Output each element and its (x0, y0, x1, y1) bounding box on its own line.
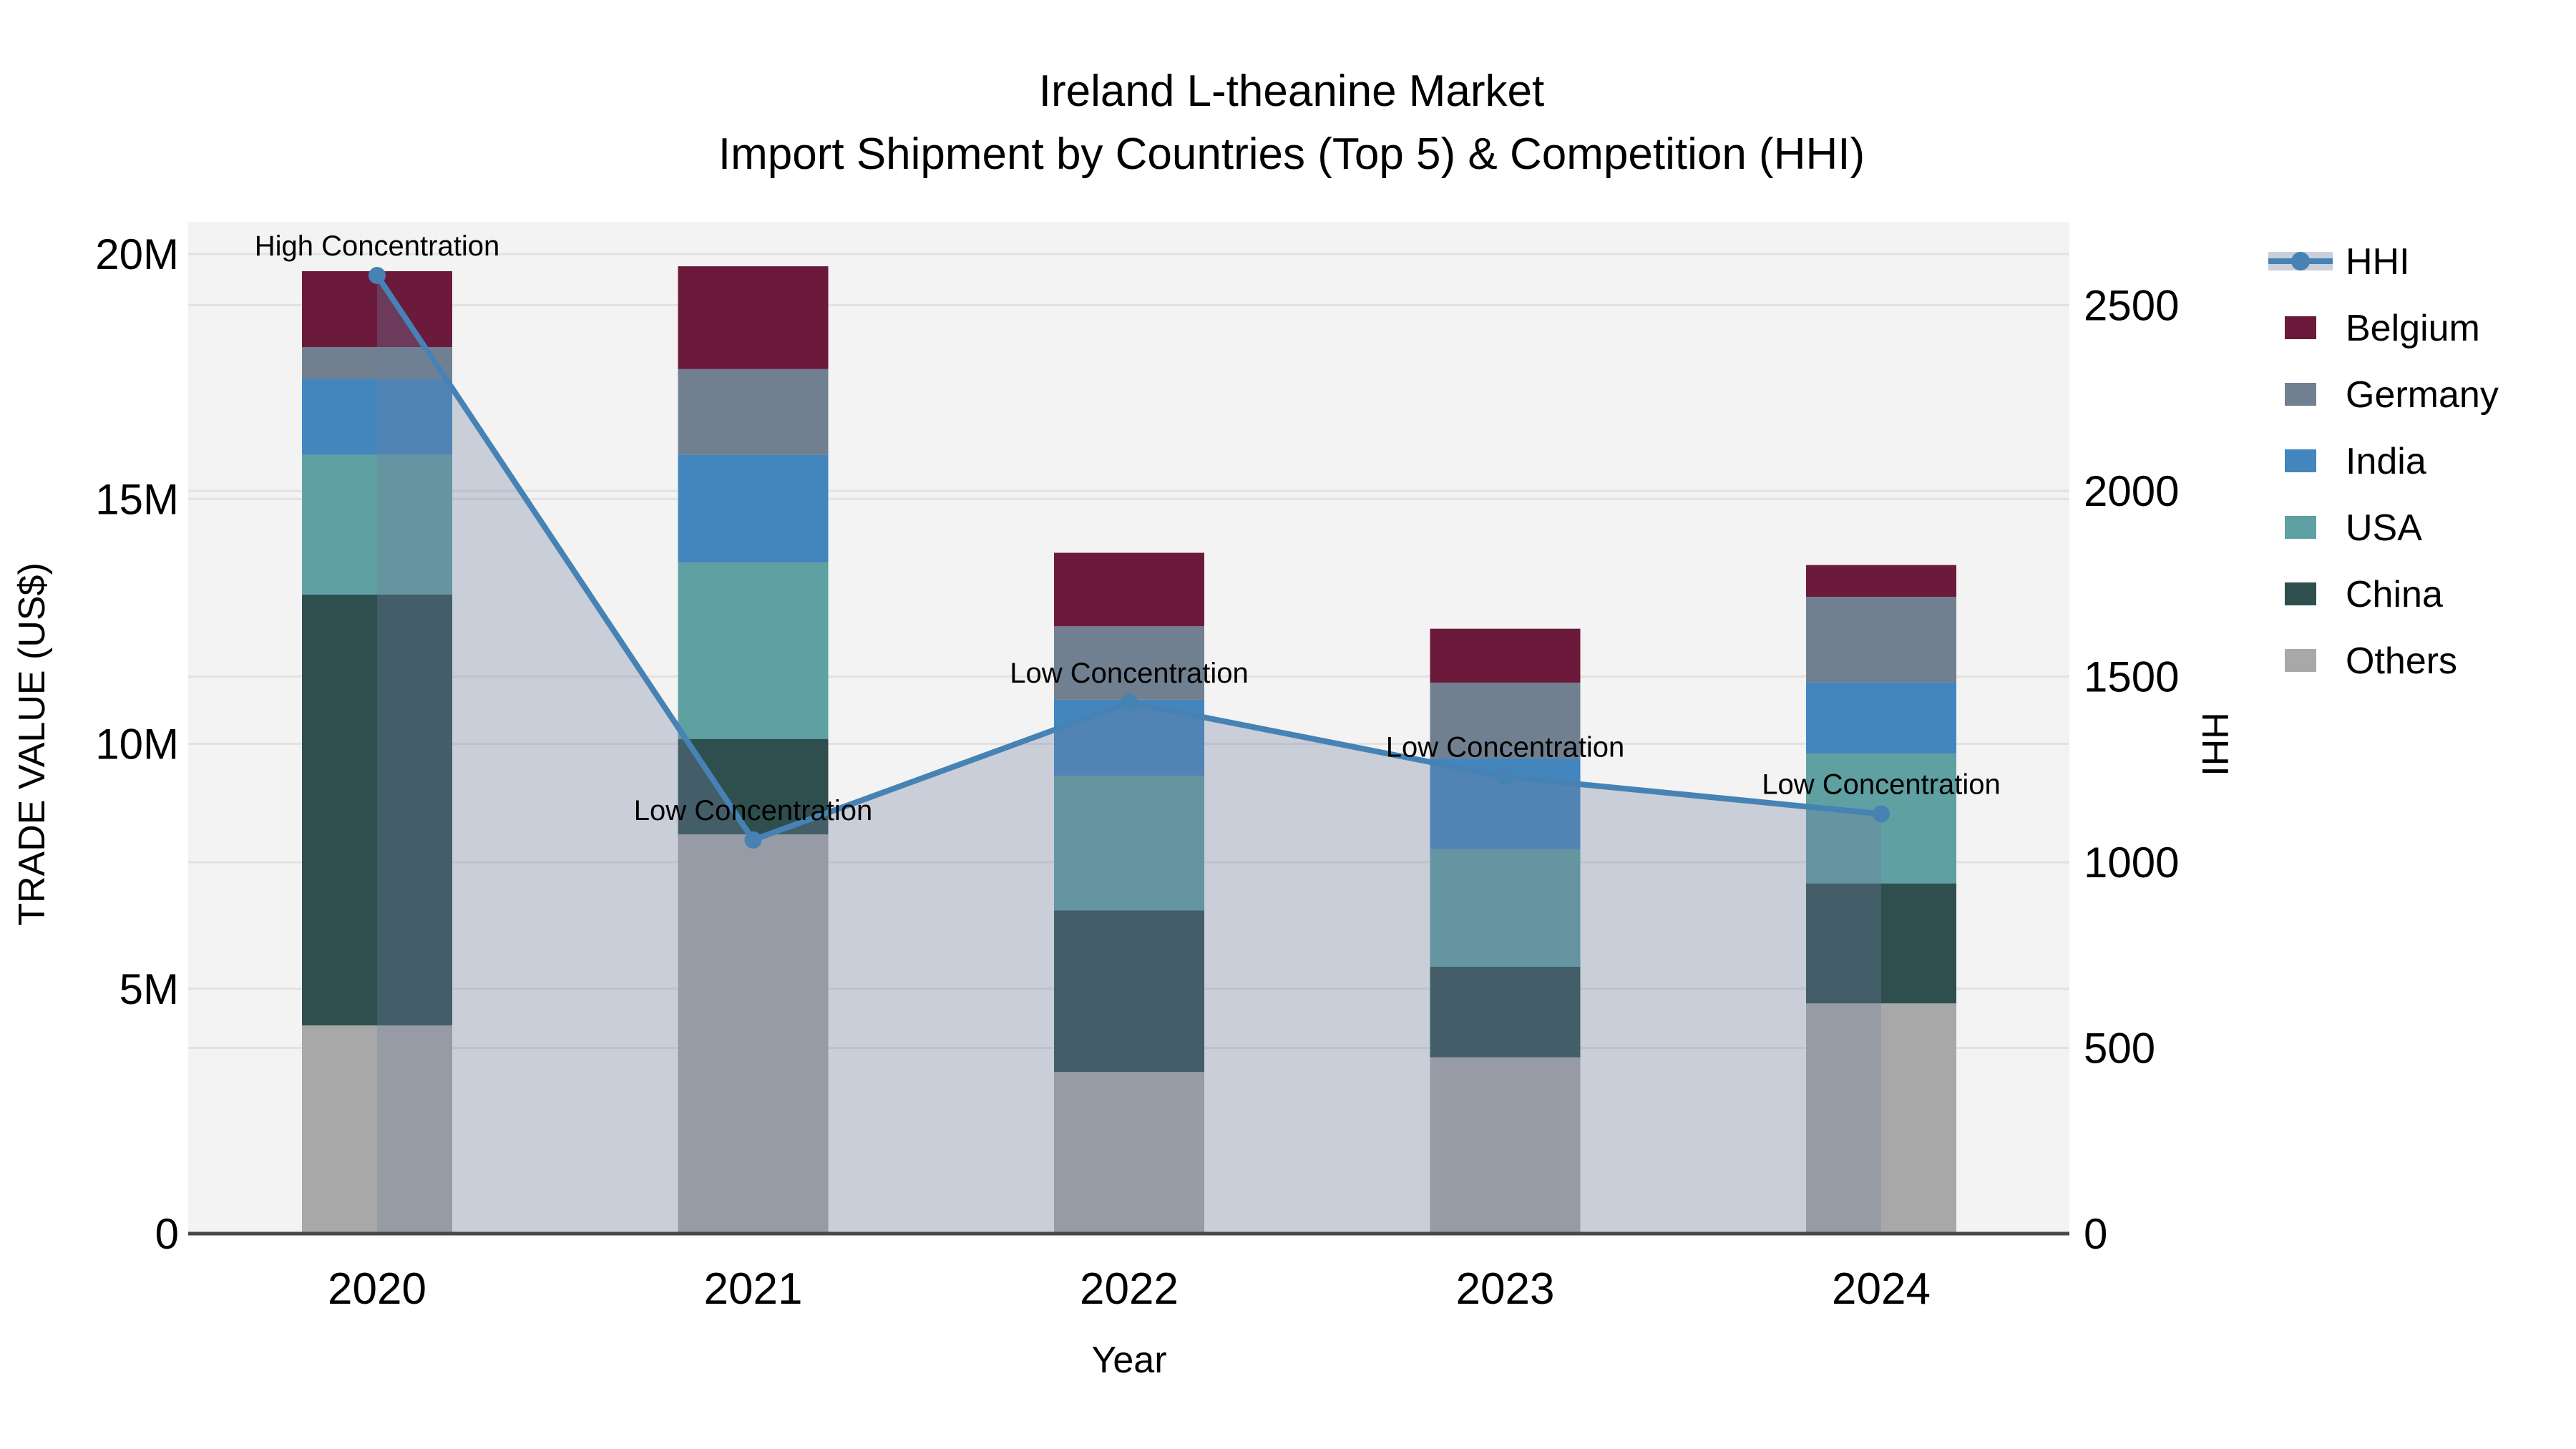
bar-segment-2024-others[interactable] (1806, 1003, 1956, 1234)
legend-label-germany: Germany (2346, 374, 2499, 416)
legend-item-china[interactable]: China (2285, 574, 2443, 615)
x-axis-title: Year (1091, 1340, 1166, 1381)
legend-swatch-india (2285, 449, 2316, 472)
legend-label-india: India (2346, 441, 2426, 482)
y-left-tick-20M: 20M (95, 230, 179, 278)
y-right-tick-2500: 2500 (2084, 282, 2179, 330)
y-right-tick-500: 500 (2084, 1025, 2155, 1073)
x-tick-2021: 2021 (704, 1264, 803, 1314)
annotation-2021: Low Concentration (634, 795, 873, 826)
legend-swatch-germany (2285, 383, 2316, 406)
annotation-2020: High Concentration (255, 230, 499, 262)
bar-segment-2021-usa[interactable] (678, 562, 829, 739)
bar-segment-2024-china[interactable] (1806, 883, 1956, 1004)
bar-segment-2021-belgium[interactable] (678, 266, 829, 369)
annotation-2023: Low Concentration (1386, 732, 1625, 763)
axes-group: 0 5M 10M 15M 20M 0 500 1000 1500 2000 2500 2020 2021… (95, 230, 2179, 1314)
x-tick-2023: 2023 (1456, 1264, 1555, 1314)
y-left-tick-10M: 10M (95, 721, 179, 769)
legend-item-india[interactable]: India (2285, 441, 2426, 482)
bar-segment-2020-usa[interactable] (302, 454, 452, 595)
y-left-tick-0: 0 (155, 1210, 179, 1258)
bar-segment-2022-others[interactable] (1054, 1072, 1204, 1234)
annotations-group: High Concentration Low Concentration Low C… (255, 230, 2001, 826)
legend: HHI Belgium Germany India USA China Others (2268, 241, 2499, 682)
annotation-2022: Low Concentration (1010, 658, 1249, 689)
bar-segment-2021-china[interactable] (678, 738, 829, 835)
bar-segment-2020-china[interactable] (302, 594, 452, 1026)
hhi-area-fill (377, 275, 1881, 1234)
bar-segment-2022-usa[interactable] (1054, 775, 1204, 911)
y-right-tick-2000: 2000 (2084, 467, 2179, 515)
bar-segment-2023-others[interactable] (1430, 1057, 1581, 1234)
legend-swatch-others (2285, 649, 2316, 672)
hhi-marker-2021[interactable] (744, 831, 762, 849)
legend-swatch-china (2285, 582, 2316, 605)
legend-label-belgium: Belgium (2346, 308, 2480, 349)
legend-swatch-usa (2285, 516, 2316, 539)
legend-hhi-marker (2291, 252, 2310, 270)
hhi-line-group (369, 266, 1890, 1234)
bar-segment-2022-germany[interactable] (1054, 626, 1204, 700)
hhi-marker-2022[interactable] (1121, 693, 1138, 711)
bar-segment-2022-belgium[interactable] (1054, 552, 1204, 627)
y-left-tick-15M: 15M (95, 475, 179, 523)
bar-segment-2024-germany[interactable] (1806, 597, 1956, 683)
bar-segment-2021-india[interactable] (678, 454, 829, 563)
x-tick-2024: 2024 (1832, 1264, 1931, 1314)
legend-item-hhi[interactable]: HHI (2268, 241, 2410, 283)
legend-label-china: China (2346, 574, 2443, 615)
bar-segment-2020-others[interactable] (302, 1025, 452, 1234)
chart-title: Ireland L-theanine Market (1039, 67, 1545, 116)
legend-item-germany[interactable]: Germany (2285, 374, 2499, 416)
legend-item-usa[interactable]: USA (2285, 507, 2422, 549)
y-right-axis-title: HHI (2194, 712, 2235, 776)
bar-segment-2023-germany[interactable] (1430, 682, 1581, 759)
y-right-tick-1000: 1000 (2084, 839, 2179, 887)
bar-segment-2021-germany[interactable] (678, 369, 829, 455)
hhi-marker-2020[interactable] (369, 266, 386, 284)
x-tick-2020: 2020 (328, 1264, 426, 1314)
bar-segment-2021-others[interactable] (678, 834, 829, 1234)
x-tick-2022: 2022 (1080, 1264, 1179, 1314)
chart-subtitle: Import Shipment by Countries (Top 5) & C… (718, 130, 1865, 179)
bar-segment-2023-usa[interactable] (1430, 849, 1581, 967)
bar-segment-2020-india[interactable] (302, 379, 452, 455)
bar-segment-2023-belgium[interactable] (1430, 628, 1581, 683)
y-right-tick-1500: 1500 (2084, 653, 2179, 701)
legend-item-belgium[interactable]: Belgium (2285, 308, 2480, 349)
legend-swatch-belgium (2285, 316, 2316, 339)
bar-segment-2024-belgium[interactable] (1806, 565, 1956, 597)
hhi-marker-2024[interactable] (1873, 805, 1890, 823)
bar-series-group (302, 266, 1956, 1234)
y-right-tick-0: 0 (2084, 1210, 2107, 1258)
bar-segment-2024-india[interactable] (1806, 682, 1956, 754)
annotation-2024: Low Concentration (1762, 769, 2001, 801)
legend-item-others[interactable]: Others (2285, 640, 2457, 682)
legend-label-usa: USA (2346, 507, 2422, 549)
legend-label-others: Others (2346, 640, 2457, 682)
legend-label-hhi: HHI (2346, 241, 2410, 283)
hhi-marker-2023[interactable] (1496, 768, 1514, 786)
bar-segment-2022-china[interactable] (1054, 910, 1204, 1073)
y-left-tick-5M: 5M (119, 965, 179, 1013)
y-left-axis-title: TRADE VALUE (US$) (11, 562, 53, 926)
bar-segment-2023-china[interactable] (1430, 966, 1581, 1058)
